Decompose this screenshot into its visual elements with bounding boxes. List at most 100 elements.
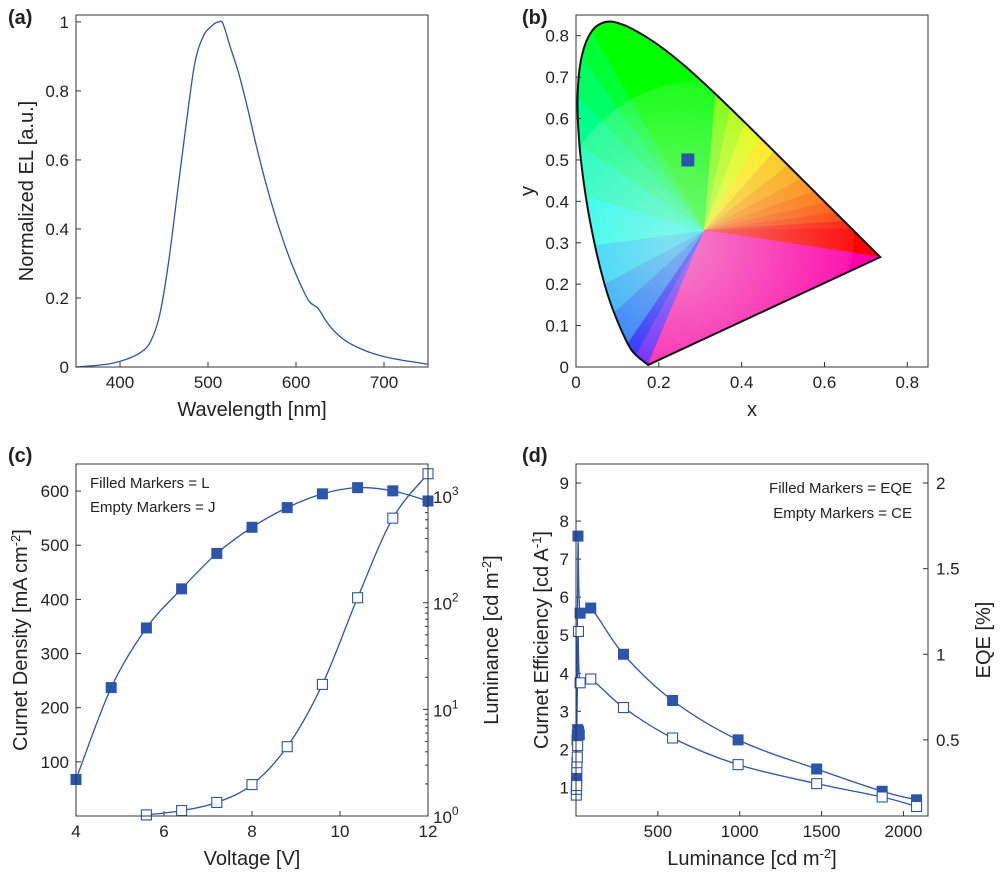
panel-c-x-tick-label: 8 <box>247 822 256 841</box>
panel-d-marker-CE <box>811 778 823 790</box>
panel-b-y-tick-label: 0.1 <box>545 317 569 336</box>
panel-c-y-tick-label: 600 <box>41 482 69 501</box>
eqe-curve <box>575 541 917 801</box>
panel-c-marker-J <box>140 809 152 821</box>
panel-b-y-tick-label: 0.3 <box>545 234 569 253</box>
panel-c-marker-L <box>140 622 152 634</box>
panel-d-marker-EQE <box>574 607 586 619</box>
panel-a-ticks: 400 500 600 700 0 0.2 0.4 0.6 0.8 1 <box>45 13 398 392</box>
panel-c-y-axis-label: Curnet Density [mA cm-2] <box>8 529 32 751</box>
panel-c-marker-L <box>211 547 223 559</box>
legend-empty-j: Empty Markers = J <box>90 499 215 516</box>
panel-b-axes-frame <box>575 14 929 368</box>
panel-d-x-tick-label: 1000 <box>721 822 759 841</box>
panel-b-y-tick-label: 0.6 <box>545 110 569 129</box>
color-coordinate-marker <box>681 153 695 167</box>
panel-c-marker-J <box>246 779 258 791</box>
panel-c-x-axis-label: Voltage [V] <box>204 848 301 870</box>
panel-d-y-axis-label: Curnet Efficiency [cd A-1] <box>529 531 553 749</box>
panel-c-y-label-sup: -2 <box>8 535 23 547</box>
cie-spectral-locus <box>576 20 882 367</box>
panel-b: (b) 0 0.2 0.4 0.6 0.800.10.20.30.40.50.60.70… <box>517 7 929 421</box>
panel-c-y2-tick-label: 101 <box>433 697 459 720</box>
panel-a-x-tick-label: 700 <box>370 373 398 392</box>
current-density-curve <box>146 473 429 816</box>
panel-d-y2-tick-label: 2 <box>936 474 945 493</box>
panel-b-y-tick-label: 0.5 <box>545 151 569 170</box>
panel-d-x-tick-label: 2000 <box>885 822 923 841</box>
panel-c-y2-tick-exp: 3 <box>452 484 459 498</box>
panel-a-y-tick-label: 0.6 <box>45 151 69 170</box>
panel-c-y2-tick-base: 10 <box>433 595 452 614</box>
panel-d-marker-EQE <box>572 530 584 542</box>
panel-d-marker-CE <box>571 751 583 763</box>
panel-c-y2-tick-exp: 2 <box>452 591 459 605</box>
panel-c-y2-tick-exp: 0 <box>452 804 459 818</box>
panel-d-marker-EQE <box>585 602 597 614</box>
panel-d-marker-CE <box>617 701 630 714</box>
panel-b-ticks: 0 0.2 0.4 0.6 0.8 0 0.1 0.2 0.3 0.4 0.5 0.6 0.7 0.8 <box>545 27 919 392</box>
panel-d-y2-axis-label: EQE [%] <box>973 602 995 679</box>
panel-c-x-tick-label: 12 <box>419 822 438 841</box>
panel-b-x-tick-label: 0 <box>571 373 580 392</box>
panel-d-x-axis-label: Luminance [cd m-2] <box>667 846 836 870</box>
panel-d-marker-EQE <box>811 763 823 775</box>
panel-c-y2-axis-label: Luminance [cd m-2] <box>479 555 503 724</box>
panel-d: (d) 500 1000 1500 2000 1 2 3 4 5 6 7 8 9 0.5 1 1.5 2 Fil… <box>522 445 995 870</box>
panel-d-marker-CE <box>571 780 583 792</box>
panel-c-y2-tick-label: 100 <box>433 804 459 827</box>
panel-d-y-tick-label: 3 <box>560 702 569 721</box>
panel-c-x-tick-label: 10 <box>331 822 350 841</box>
panel-b-x-tick-label: 0.6 <box>813 373 837 392</box>
panel-c-y-label-end: ] <box>10 529 32 535</box>
panel-d-y-label-sup: -1 <box>529 537 544 549</box>
panel-b-x-tick-label: 0.2 <box>647 373 671 392</box>
panel-d-ticks: 500 1000 1500 2000 1 2 3 4 5 6 7 8 9 0.5 1 1.5 2 <box>560 474 960 841</box>
panel-a-x-axis-label: Wavelength [nm] <box>177 399 326 421</box>
panel-d-marker-CE <box>876 791 888 803</box>
panel-d-y-tick-label: 6 <box>560 588 569 607</box>
panel-d-marker-CE <box>732 759 744 771</box>
panel-b-y-tick-label: 0.4 <box>545 192 569 211</box>
panel-c-y2-tick-label: 102 <box>433 591 459 614</box>
panel-d-y-tick-label: 8 <box>560 512 569 531</box>
panel-c-y2-tick-exp: 1 <box>452 697 459 711</box>
panel-a-axes-frame <box>75 14 429 368</box>
panel-c-y2-tick-label: 103 <box>433 484 459 507</box>
panel-c-marker-J <box>316 678 328 690</box>
panel-b-y-tick-label: 0.8 <box>545 27 569 46</box>
panel-c-y-tick-label: 200 <box>41 699 69 718</box>
panel-d-marker-EQE <box>732 734 744 746</box>
panel-d-y-tick-label: 9 <box>560 474 569 493</box>
panel-c-y2-tick-base: 10 <box>433 488 452 507</box>
panel-a: (a) 400 500 600 700 0 0.2 0.4 0.6 0.8 1 Wavelengt… <box>8 7 429 421</box>
panel-b-x-axis-label: x <box>747 399 757 421</box>
current-efficiency-curve <box>575 635 917 808</box>
panel-c-y-tick-label: 500 <box>41 536 69 555</box>
panel-d-y-tick-label: 1 <box>560 778 569 797</box>
panel-d-marker-CE <box>585 673 597 685</box>
panel-c-marker-L <box>316 488 328 500</box>
panel-d-y2-tick-label: 1.5 <box>936 560 960 579</box>
panel-c-marker-L <box>176 583 188 595</box>
panel-a-y-tick-label: 0 <box>60 358 69 377</box>
panel-d-x-label-sup: -2 <box>820 846 832 861</box>
panel-b-x-tick-label: 0.4 <box>730 373 754 392</box>
panel-c-marker-J <box>211 796 223 809</box>
panel-b-y-tick-label: 0 <box>560 358 569 377</box>
panel-c-y-tick-label: 400 <box>41 590 69 609</box>
panel-d-axes-frame <box>575 463 929 817</box>
panel-d-x-label-main: Luminance [cd m <box>667 848 819 870</box>
legend-filled-l: Filled Markers = L <box>90 475 210 492</box>
panel-d-x-tick-label: 1500 <box>803 822 841 841</box>
panel-d-markers <box>570 530 923 813</box>
panel-d-marker-EQE <box>573 729 585 741</box>
panel-b-y-tick-label: 0.2 <box>545 275 569 294</box>
panel-a-y-tick-label: 0.8 <box>45 82 69 101</box>
panel-d-y2-tick-label: 1 <box>936 645 945 664</box>
panel-b-x-tick-label: 0.8 <box>895 373 919 392</box>
panel-d-y-tick-label: 2 <box>560 740 569 759</box>
panel-c-marker-J <box>176 805 188 817</box>
panel-b-y-axis-label: y <box>517 186 539 196</box>
